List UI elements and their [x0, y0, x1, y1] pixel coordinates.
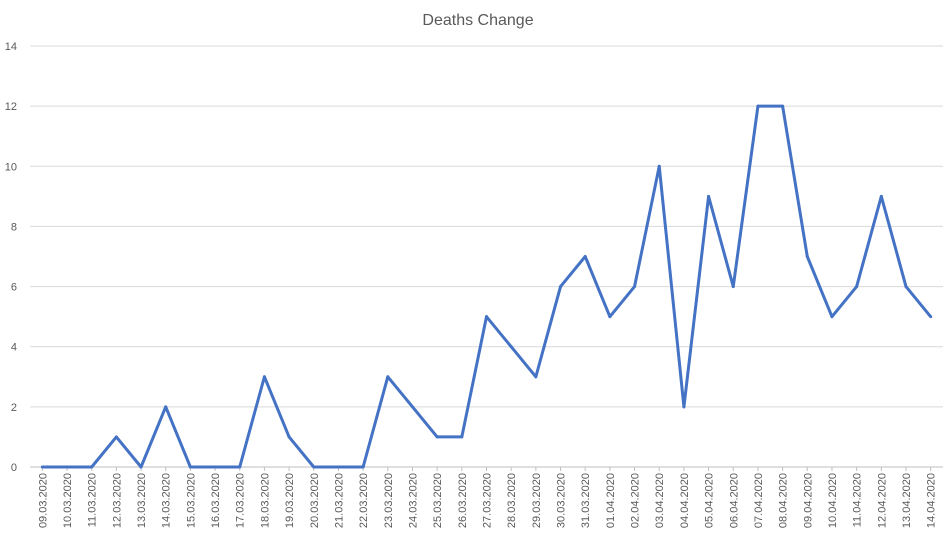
x-tick-label: 02.04.2020: [630, 473, 642, 528]
x-tick-label: 22.03.2020: [358, 473, 370, 528]
data-point: [188, 465, 192, 469]
data-point: [904, 285, 908, 289]
y-tick-label: 0: [11, 462, 17, 474]
data-point: [879, 194, 883, 198]
x-tick-label: 15.03.2020: [185, 473, 197, 528]
x-tick-label: 30.03.2020: [556, 473, 568, 528]
data-point: [633, 285, 637, 289]
data-point: [731, 285, 735, 289]
x-tick-label: 16.03.2020: [210, 473, 222, 528]
x-tick-label: 07.04.2020: [753, 473, 765, 528]
x-tick-label: 13.04.2020: [901, 473, 913, 528]
data-point: [90, 465, 94, 469]
y-tick-label: 10: [5, 161, 17, 173]
data-point: [65, 465, 69, 469]
data-point: [139, 465, 143, 469]
data-point: [336, 465, 340, 469]
x-tick-label: 12.04.2020: [876, 473, 888, 528]
x-tick-label: 24.03.2020: [407, 473, 419, 528]
data-point: [929, 315, 933, 319]
x-tick-label: 09.04.2020: [802, 473, 814, 528]
data-point: [657, 164, 661, 168]
data-point: [40, 465, 44, 469]
x-tick-label: 01.04.2020: [605, 473, 617, 528]
data-point: [262, 375, 266, 379]
data-point: [460, 435, 464, 439]
y-axis-ticks: 0 2 4 6 8 10 12 14: [5, 41, 17, 474]
data-point: [114, 435, 118, 439]
x-tick-label: 25.03.2020: [432, 473, 444, 528]
x-tick-label: 09.03.2020: [37, 473, 49, 528]
x-tick-label: 28.03.2020: [506, 473, 518, 528]
x-tick-label: 14.04.2020: [926, 473, 938, 528]
x-tick-label: 06.04.2020: [728, 473, 740, 528]
data-point: [534, 375, 538, 379]
data-point: [805, 255, 809, 258]
data-point: [608, 315, 612, 319]
data-point: [509, 345, 513, 349]
x-tick-label: 20.03.2020: [309, 473, 321, 528]
data-point: [830, 315, 834, 319]
data-point: [855, 285, 859, 289]
x-tick-label: 26.03.2020: [457, 473, 469, 528]
series-layer: [40, 104, 933, 469]
data-point: [559, 285, 563, 289]
x-tick-label: 31.03.2020: [580, 473, 592, 528]
data-point: [164, 405, 168, 409]
x-tick-label: 18.03.2020: [259, 473, 271, 528]
data-point: [361, 465, 365, 469]
x-tick-label: 11.03.2020: [87, 473, 99, 527]
y-tick-label: 8: [11, 221, 17, 233]
x-tick-label: 10.04.2020: [827, 473, 839, 528]
data-point: [583, 255, 587, 258]
x-axis-ticks: 09.03.2020 10.03.2020 11.03.2020 12.03.2020…: [37, 467, 938, 528]
x-tick-label: 05.04.2020: [704, 473, 716, 528]
x-tick-label: 17.03.2020: [235, 473, 247, 528]
data-point: [287, 435, 291, 439]
x-tick-label: 04.04.2020: [679, 473, 691, 528]
x-tick-label: 14.03.2020: [161, 473, 173, 528]
data-point: [485, 315, 488, 319]
data-point: [386, 375, 390, 379]
y-tick-label: 14: [5, 41, 17, 53]
data-point: [756, 104, 760, 108]
data-point: [435, 435, 439, 439]
y-tick-label: 4: [11, 342, 17, 354]
x-tick-label: 21.03.2020: [333, 473, 345, 528]
data-point: [781, 104, 785, 108]
x-tick-label: 27.03.2020: [482, 473, 494, 528]
y-tick-label: 6: [11, 282, 17, 294]
data-point: [410, 405, 414, 409]
x-tick-label: 10.03.2020: [62, 473, 74, 528]
x-tick-label: 11.04.2020: [852, 473, 864, 527]
gridlines: [30, 45, 943, 468]
x-tick-label: 08.04.2020: [778, 473, 790, 528]
data-point: [238, 465, 242, 469]
x-tick-label: 19.03.2020: [284, 473, 296, 528]
x-tick-label: 23.03.2020: [383, 473, 395, 528]
data-point: [707, 194, 711, 198]
x-tick-label: 29.03.2020: [531, 473, 543, 528]
y-tick-label: 2: [11, 402, 17, 414]
data-point: [213, 465, 217, 469]
x-tick-label: 03.04.2020: [654, 473, 666, 528]
data-point: [682, 405, 686, 409]
chart-title: Deaths Change: [422, 12, 533, 29]
x-tick-label: 13.03.2020: [136, 473, 148, 528]
data-point: [312, 465, 316, 469]
x-tick-label: 12.03.2020: [111, 473, 123, 528]
y-tick-label: 12: [5, 101, 17, 113]
